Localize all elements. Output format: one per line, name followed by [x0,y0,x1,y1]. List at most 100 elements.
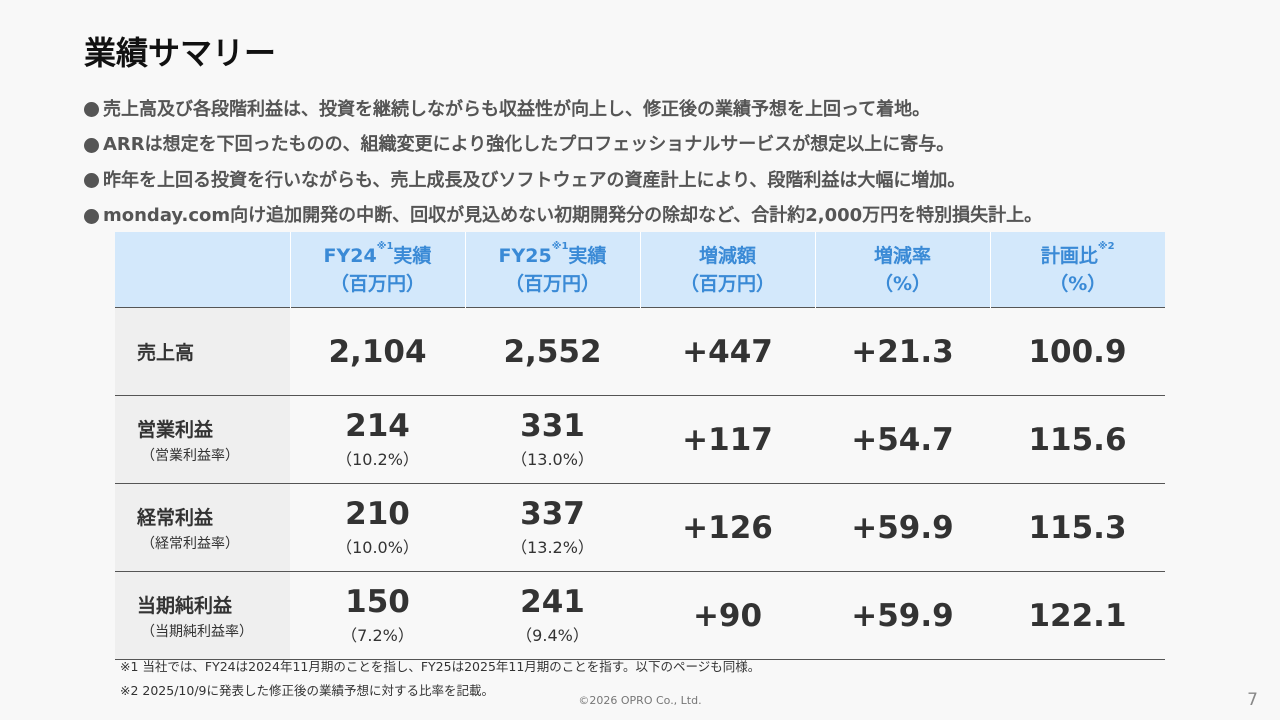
header-label: FY24※1実績 [291,240,465,270]
header-label: FY25※1実績 [466,241,640,270]
header-note: ※2 [1097,240,1115,252]
header-note: ※1 [376,240,394,252]
value-cell: 214 （10.2%） [290,395,465,484]
value-cell: 100.9 [990,307,1165,396]
footnote: ※1 当社では、FY24は2024年11月期のことを指し、FY25は2025年1… [120,659,761,674]
cell-value: +447 [682,333,773,370]
cell-sub: （7.2%） [341,626,414,645]
header-text: FY24 [323,244,377,267]
header-text: 増減率 [873,244,931,267]
cell-value: +126 [682,509,773,546]
cell-value: 115.3 [1028,509,1127,546]
summary-table: FY24※1実績 （百万円） FY25※1実績 （百万円） 増減額 （百万円） 増減率 （%）… [115,232,1165,660]
row-label-cell: 当期純利益 （当期純利益率） [115,571,290,660]
table-row: 当期純利益 （当期純利益率） 150 （7.2%） 241 （9.4%） +90 +59.9 1… [115,571,1165,660]
row-label: 営業利益 [137,418,214,441]
copyright: ©2026 OPRO Co., Ltd. [578,694,702,707]
header-unit: （%） [1049,272,1107,295]
value-cell: 2,552 [465,307,640,396]
page-number: 7 [1247,690,1258,710]
row-sublabel: （経常利益率） [141,535,239,552]
value-cell: 115.6 [990,395,1165,484]
header-label: 計画比※2 [991,240,1166,270]
cell-value: 337 [520,496,585,532]
header-row: FY24※1実績 （百万円） FY25※1実績 （百万円） 増減額 （百万円） 増減率 （%）… [115,232,1165,308]
value-cell: +447 [640,307,815,396]
row-label: 当期純利益 [137,594,233,617]
bullet-dot [84,173,99,189]
cell-value: +21.3 [851,333,954,370]
bullet-text: 昨年を上回る投資を行いながらも、売上成長及びソフトウェアの資産計上により、段階利… [103,169,966,191]
value-cell: 150 （7.2%） [290,571,465,660]
bullet-dot [84,102,99,118]
header-unit: （%） [873,272,932,295]
value-cell: +90 [640,571,815,660]
row-label-cell: 経常利益 （経常利益率） [115,483,290,572]
cell-value: 331 [520,408,585,444]
header-cell: 増減率 （%） [814,232,990,308]
value-cell: 241 （9.4%） [465,571,640,660]
bullet-list: 売上高及び各段階利益は、投資を継続しながらも収益性が向上し、修正後の業績予想を上… [84,92,1042,234]
cell-sub: （10.2%） [336,450,419,469]
value-cell: +54.7 [815,395,990,484]
bullet-dot [84,208,99,224]
footnote: ※2 2025/10/9に発表した修正後の業績予想に対する比率を記載。 [120,683,494,698]
cell-value: 210 [345,496,410,532]
cell-value: 122.1 [1028,597,1127,634]
header-cell: 計画比※2 （%） [989,232,1166,308]
cell-value: +54.7 [851,421,954,458]
value-cell: 210 （10.0%） [290,483,465,572]
value-cell: 2,104 [290,307,465,396]
header-label: 増減額 [641,242,815,270]
row-label: 売上高 [137,342,195,364]
row-sublabel: （当期純利益率） [141,623,253,640]
table-row: 営業利益 （営業利益率） 214 （10.2%） 331 （13.0%） +117 +54.7… [115,395,1165,484]
cell-value: 214 [345,408,410,444]
cell-value: 241 [520,584,585,620]
table-body: 売上高 2,104 2,552 +447 +21.3 100.9 営業利益 （営業利益率） 21… [115,307,1165,660]
cell-value: +117 [682,421,773,458]
table-row: 経常利益 （経常利益率） 210 （10.0%） 337 （13.2%） +126 +59.9… [115,483,1165,572]
value-cell: +59.9 [815,571,990,660]
row-label: 経常利益 [137,506,214,529]
row-label-cell: 売上高 [115,307,290,396]
bullet-dot [84,137,99,153]
cell-value: +59.9 [851,509,954,546]
cell-value: 2,552 [503,333,602,370]
table-row: 売上高 2,104 2,552 +447 +21.3 100.9 [115,307,1165,396]
header-unit: （百万円） [329,272,425,295]
header-unit: （百万円） [679,272,775,295]
header-cell: FY24※1実績 （百万円） [289,232,465,308]
bullet-text: monday.com向け追加開発の中断、回収が見込めない初期開発分の除却など、合… [103,205,1043,227]
bullet: ARRは想定を下回ったものの、組織変更により強化したプロフェッショナルサービスが… [84,128,1042,164]
header-cell [115,232,290,308]
value-cell: +117 [640,395,815,484]
row-sublabel: （営業利益率） [141,447,239,464]
cell-sub: （9.4%） [516,626,589,645]
row-label-cell: 営業利益 （営業利益率） [115,395,290,484]
cell-value: 115.6 [1028,421,1127,458]
header-text: 実績 [568,244,607,267]
cell-value: +90 [692,597,763,634]
value-cell: 115.3 [990,483,1165,572]
header-label: 増減率 [816,242,990,270]
value-cell: 122.1 [990,571,1165,660]
bullet: 昨年を上回る投資を行いながらも、売上成長及びソフトウェアの資産計上により、段階利… [84,163,1042,199]
header-cell: 増減額 （百万円） [639,232,815,308]
slide-title: 業績サマリー [84,34,277,72]
value-cell: 331 （13.0%） [465,395,640,484]
header-cell: FY25※1実績 （百万円） [464,232,640,308]
cell-sub: （10.0%） [336,538,419,557]
value-cell: +126 [640,483,815,572]
header-unit: （百万円） [504,272,600,295]
value-cell: +59.9 [815,483,990,572]
bullet-text: 売上高及び各段階利益は、投資を継続しながらも収益性が向上し、修正後の業績予想を上… [103,98,931,120]
header-text: 計画比 [1040,244,1098,267]
cell-value: 150 [345,584,410,620]
header-text: 増減額 [698,244,756,267]
cell-value: 2,104 [328,333,427,370]
bullet: 売上高及び各段階利益は、投資を継続しながらも収益性が向上し、修正後の業績予想を上… [84,92,1042,128]
cell-value: 100.9 [1028,333,1127,370]
cell-sub: （13.2%） [511,538,594,557]
